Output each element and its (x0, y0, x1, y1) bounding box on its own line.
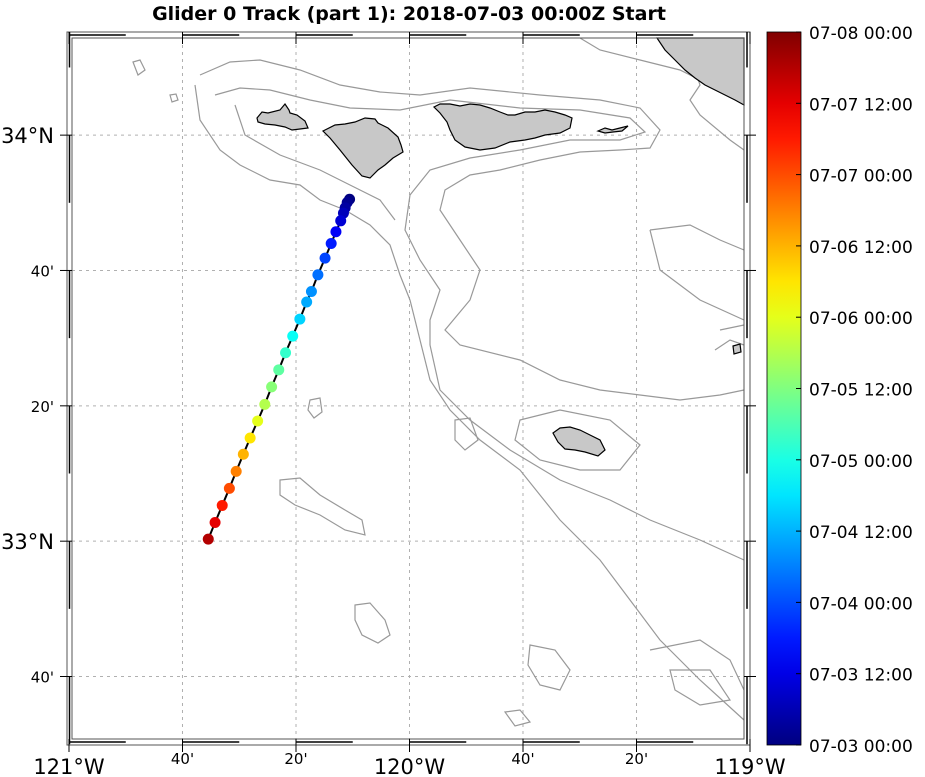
contour (307, 397, 323, 419)
lat-tick-label: 20' (31, 398, 54, 416)
track-point (301, 296, 313, 308)
track-point (287, 330, 299, 342)
glider-track (202, 193, 356, 545)
santa-rosa-island (321, 117, 404, 179)
track-point (273, 364, 285, 376)
lon-tick-label: 121°W (33, 755, 105, 777)
track-point (230, 465, 242, 477)
track-point (252, 415, 264, 427)
colorbar-tick-label: 07-04 00:00 (809, 594, 913, 614)
contour (194, 84, 411, 301)
colorbar-tick-label: 07-05 00:00 (809, 452, 913, 472)
small-island (732, 343, 742, 355)
track-point (237, 448, 249, 460)
track-point (209, 516, 221, 528)
lon-tick-label: 40' (171, 750, 194, 768)
map-frame (66, 31, 751, 746)
contour (132, 59, 179, 103)
ocean-background (72, 38, 744, 739)
colorbar-scale (766, 31, 802, 746)
track-point (202, 533, 214, 545)
lon-tick-label: 40' (511, 750, 534, 768)
contour (714, 324, 745, 351)
lat-tick-label: 40' (31, 262, 54, 280)
land (256, 37, 745, 457)
contour (234, 104, 396, 221)
frame-inner (71, 37, 745, 740)
colorbar-tick-label: 07-07 00:00 (809, 167, 913, 187)
track-point (335, 215, 347, 227)
track-point (266, 381, 278, 393)
lat-tick-label: 33°N (1, 530, 54, 554)
track-point (319, 252, 331, 264)
track-point (223, 482, 235, 494)
contour (579, 37, 701, 81)
contour (199, 59, 745, 401)
contour (429, 344, 745, 561)
contour (503, 709, 532, 727)
contour (649, 639, 745, 706)
lat-tick-label: 34°N (1, 124, 54, 148)
san-miguel-island (256, 102, 309, 131)
contour (279, 477, 366, 536)
track-point (294, 313, 306, 325)
anacapa-island (596, 125, 629, 134)
colorbar: 07-08 00:00 07-07 12:00 07-07 00:00 07-06 1… (766, 24, 913, 757)
bathymetry-contours (132, 37, 745, 727)
figure-title: Glider 0 Track (part 1): 2018-07-03 00:0… (152, 3, 666, 25)
lon-tick-label: 119°W (714, 755, 786, 777)
contour (649, 224, 745, 321)
graticule (72, 38, 744, 739)
colorbar-tick-label: 07-03 12:00 (809, 666, 913, 686)
frame-outer (66, 31, 751, 746)
track-point (259, 398, 271, 410)
contour (454, 417, 479, 451)
colorbar-tick-label: 07-06 12:00 (809, 238, 913, 258)
colorbar-tick-label: 07-04 12:00 (809, 523, 913, 543)
santa-cruz-island (432, 103, 573, 151)
contour (514, 409, 641, 471)
track-point (325, 238, 337, 250)
colorbar-tick-label: 07-07 12:00 (809, 95, 913, 115)
track-point (330, 226, 342, 238)
track-point (305, 285, 317, 297)
lon-tick-label: 20' (625, 750, 648, 768)
colorbar-tick-label: 07-05 12:00 (809, 381, 913, 401)
santa-barbara-island (552, 426, 606, 457)
axis-labels: 34°N 40' 20' 33°N 40' 121°W 40' 20' 120°W 40' 20' 1… (1, 32, 786, 777)
map-area: 34°N 40' 20' 33°N 40' 121°W 40' 20' 120°W 40' 20' 1… (1, 31, 786, 777)
lon-tick-label: 20' (284, 750, 307, 768)
contour (527, 644, 571, 691)
track-point (312, 269, 324, 281)
track-point (244, 432, 256, 444)
track-point (280, 347, 292, 359)
colorbar-tick-label: 07-08 00:00 (809, 24, 913, 44)
colorbar-tick-label: 07-06 00:00 (809, 309, 913, 329)
colorbar-tick-label: 07-03 00:00 (809, 737, 913, 757)
lat-tick-label: 40' (31, 669, 54, 687)
track-point (216, 499, 228, 511)
contour (354, 602, 391, 644)
contour (214, 87, 647, 345)
lon-tick-label: 120°W (374, 755, 446, 777)
